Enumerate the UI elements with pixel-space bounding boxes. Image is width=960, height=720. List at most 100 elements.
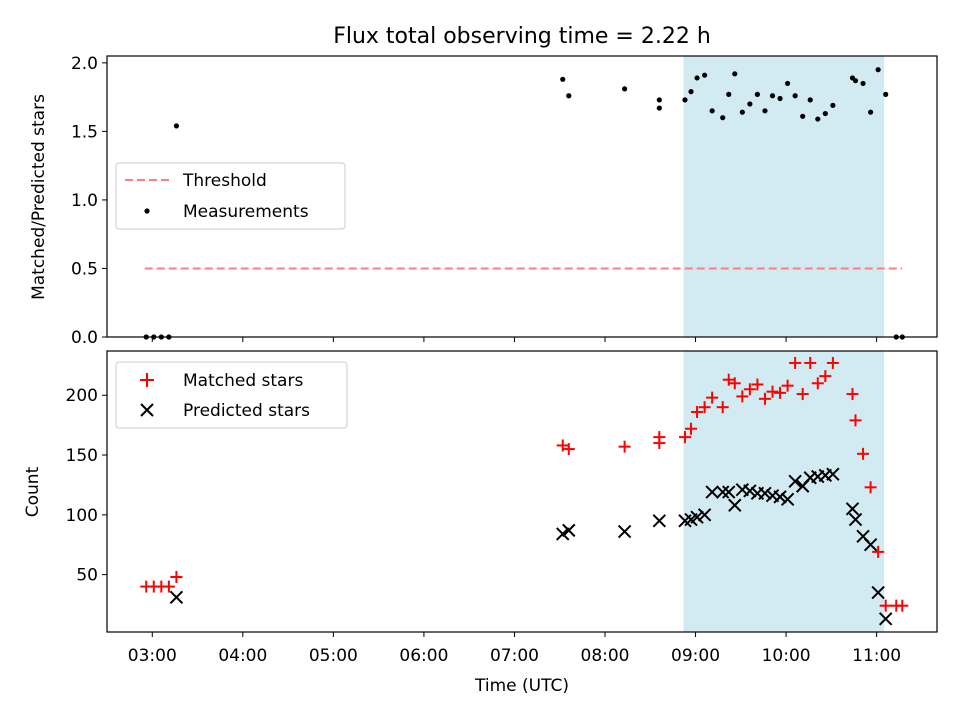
chart-title: Flux total observing time = 2.22 h [333, 24, 711, 49]
measurement-point [807, 97, 813, 103]
predicted-star-point [845, 502, 860, 516]
matched-star-point [758, 392, 771, 405]
measurement-point [800, 113, 806, 119]
x-tick-label: 06:00 [399, 646, 448, 666]
matched-star-point [826, 356, 839, 369]
measurement-point [709, 108, 715, 114]
ratio-panel-frame [106, 55, 938, 338]
matched-star-point [162, 580, 175, 593]
predicted-star-point [848, 512, 863, 527]
ratio-legend-box [115, 162, 346, 230]
measurement-point [702, 72, 708, 78]
count-y-tick-label: 200 [66, 386, 98, 406]
ratio-panel: 0.00.51.01.52.0 Matched/Predicted stars … [29, 54, 938, 348]
matched-star-point [751, 378, 764, 391]
legend-predicted-label: Predicted stars [183, 401, 310, 421]
matched-star-point [789, 356, 802, 369]
count-y-tick-label: 150 [66, 446, 98, 466]
measurement-point [852, 78, 859, 84]
ratio-y-label: Matched/Predicted stars [29, 94, 49, 300]
measurement-point [830, 102, 836, 108]
matched-star-point [811, 377, 824, 390]
matched-star-point [864, 481, 877, 494]
measurement-point [560, 76, 566, 82]
matched-star-point [678, 431, 691, 444]
predicted-star-point [863, 538, 878, 552]
legend-matched-label: Matched stars [183, 371, 303, 391]
measurement-point [173, 123, 180, 129]
matched-star-point [562, 443, 575, 456]
x-tick-label: 11:00 [852, 646, 901, 666]
predicted-star-point [716, 485, 730, 499]
count-y-axis: 50 100 150 200 [66, 386, 107, 586]
ratio-legend: Threshold Measurements [115, 162, 346, 230]
matched-star-point [170, 570, 183, 583]
predicted-star-point [728, 498, 742, 512]
x-tick-label: 10:00 [762, 646, 811, 666]
matched-star-point [706, 391, 719, 404]
x-tick-label: 08:00 [581, 646, 630, 666]
ratio-y-tick-label: 1.5 [71, 122, 98, 142]
measurement-point [762, 108, 768, 114]
measurement-point [792, 93, 798, 99]
matched-star-point [766, 385, 779, 398]
measurement-point [785, 80, 791, 87]
count-legend: Matched stars Predicted stars [115, 361, 348, 429]
x-tick-label: 09:00 [671, 646, 720, 666]
measurement-point [875, 67, 881, 73]
legend-measurements-swatch [144, 208, 150, 214]
matched-star-point [857, 447, 870, 460]
matched-star-point [743, 383, 756, 396]
count-y-tick-label: 100 [66, 506, 98, 526]
measurement-point [822, 110, 828, 117]
matched-star-point [819, 370, 832, 383]
matched-star-point [796, 388, 809, 401]
measurement-point [566, 93, 572, 99]
predicted-star-point [556, 527, 570, 541]
predicted-star-point [826, 467, 840, 481]
measurement-point [777, 95, 783, 102]
predicted-star-point [788, 474, 802, 489]
predicted-star-point [697, 508, 712, 522]
measurement-point [754, 91, 761, 97]
count-x-axis: 03:00 04:00 05:00 06:00 07:00 08:00 09:00 10:00… [128, 632, 901, 666]
measurement-point [720, 115, 726, 121]
shaded-span [683, 56, 885, 337]
predicted-star-point [878, 612, 893, 626]
count-panel-frame [106, 350, 938, 633]
measurement-point [694, 75, 700, 81]
count-y-label: Count [23, 466, 43, 517]
measurement-point [815, 116, 821, 122]
observing-window-span [683, 56, 885, 337]
predicted-star-point [690, 510, 704, 524]
ratio-y-tick-label: 2.0 [71, 54, 98, 74]
measurement-point [688, 89, 694, 95]
predicted-stars-series [169, 467, 893, 626]
measurement-point [682, 97, 688, 103]
matched-star-point [685, 422, 698, 435]
legend-threshold-label: Threshold [182, 171, 267, 191]
ratio-y-axis: 0.0 0.5 1.0 1.5 2.0 [71, 54, 107, 348]
measurement-point [726, 91, 732, 97]
predicted-star-point [617, 524, 632, 539]
matched-star-point [736, 390, 749, 403]
predicted-star-point [562, 523, 576, 538]
measurement-point [747, 101, 753, 107]
measurement-point [656, 105, 662, 111]
matched-star-point [879, 599, 892, 612]
legend-predicted-swatch [140, 403, 154, 417]
ratio-x-ticks [151, 337, 878, 342]
predicted-star-point [169, 590, 184, 605]
predicted-star-point [722, 485, 736, 499]
count-legend-box [115, 361, 348, 429]
matched-star-point [804, 356, 817, 369]
measurement-point [860, 80, 866, 87]
measurements-series [143, 67, 905, 340]
matched-star-point [722, 373, 735, 386]
matched-star-point [872, 545, 885, 558]
measurement-point [739, 109, 745, 115]
matched-star-point [653, 431, 666, 444]
measurement-point [769, 93, 776, 99]
matched-star-point [774, 386, 787, 399]
